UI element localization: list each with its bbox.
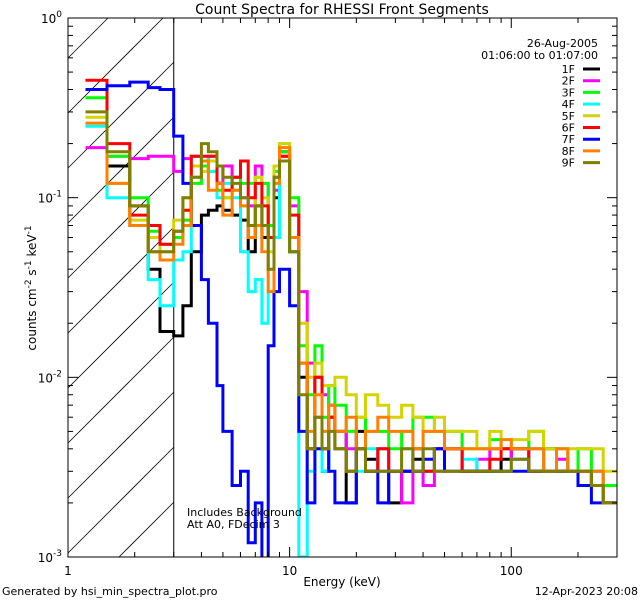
plot-frame <box>67 17 618 558</box>
hatch-line <box>67 61 175 169</box>
annotation-attenuator: Att A0, FDecim 3 <box>187 518 280 531</box>
legend-label-4F: 4F <box>562 98 575 111</box>
background-hatched-region <box>67 17 175 558</box>
x-tick-label: 10 <box>282 564 297 578</box>
series-line-7F <box>85 80 617 557</box>
series-layer <box>85 78 617 557</box>
hatch-line <box>67 281 175 389</box>
footer-timestamp: 12-Apr-2023 20:08 <box>535 585 638 598</box>
legend-label-7F: 7F <box>562 133 575 146</box>
chart-title: Count Spectra for RHESSI Front Segments <box>195 2 489 18</box>
series-line-9F <box>85 110 617 505</box>
series-line-8F <box>85 121 617 505</box>
footer-generated-by: Generated by hsi_min_spectra_plot.pro <box>2 585 218 598</box>
series-line-6F <box>85 78 617 505</box>
x-axis-label: Energy (keV) <box>303 575 380 589</box>
y-tick-label: 10-1 <box>38 190 62 206</box>
date-label: 26-Aug-2005 <box>527 37 598 50</box>
x-tick-label: 100 <box>500 564 523 578</box>
y-tick-label: 10-3 <box>38 549 62 565</box>
series-line-4F <box>85 124 617 557</box>
y-tick-label: 100 <box>41 10 62 26</box>
hatch-line <box>67 226 175 334</box>
y-tick-label: 10-2 <box>38 369 62 385</box>
hatch-line <box>67 391 175 499</box>
annotation-background: Includes Background <box>187 506 302 519</box>
legend-label-6F: 6F <box>562 122 575 135</box>
hatch-line <box>67 446 175 554</box>
hatch-line <box>67 17 164 114</box>
axes: 1 10 100 100 10-1 10-2 10-3 <box>38 10 618 578</box>
legend-label-3F: 3F <box>562 86 575 99</box>
legend-label-9F: 9F <box>562 157 575 170</box>
y-axis-label: counts cm-2 s-1 keV-1 <box>24 225 39 350</box>
time-range-label: 01:06:00 to 01:07:00 <box>481 49 598 62</box>
x-tick-label: 1 <box>64 564 72 578</box>
legend-label-2F: 2F <box>562 75 575 88</box>
hatch-line <box>67 171 175 279</box>
hatch-line <box>67 336 175 444</box>
hatch-line <box>67 17 109 59</box>
legend-label-8F: 8F <box>562 145 575 158</box>
hatch-line <box>67 116 175 224</box>
legend-label-1F: 1F <box>562 63 575 76</box>
hatch-line <box>118 501 175 558</box>
series-line-1F <box>85 88 617 505</box>
legend-label-5F: 5F <box>562 110 575 123</box>
